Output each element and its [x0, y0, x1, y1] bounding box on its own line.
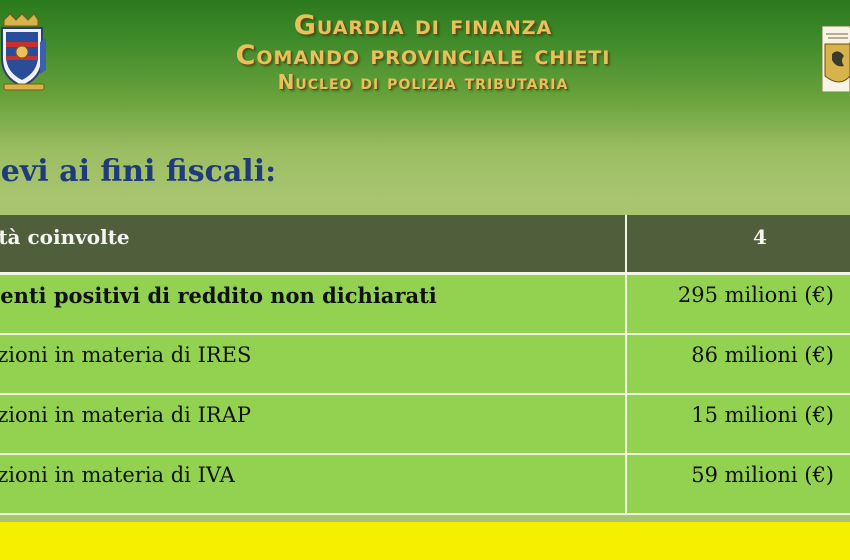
table-row-value-cell: 15 milioni (€) [629, 395, 850, 453]
table-row-label-cell: lazioni in materia di IRES [0, 335, 627, 393]
table-row-value-cell: 295 milioni (€) [629, 275, 850, 333]
table-row: lazioni in materia di IRAP 15 milioni (€… [0, 395, 850, 455]
table-header-value-cell: 4 [629, 215, 850, 272]
table-row-value-cell: 59 milioni (€) [629, 455, 850, 513]
table-header-label-cell: ietà coinvolte [0, 215, 627, 272]
guardia-di-finanza-crest-icon [1, 13, 46, 91]
table-row-label: lazioni in materia di IRAP [0, 403, 251, 427]
header-title-line-2: Comando provinciale chieti [235, 40, 611, 71]
comando-badge-icon [822, 26, 850, 92]
table-header-value: 4 [753, 225, 767, 249]
table-row-label: menti positivi di reddito non dichiarati [0, 283, 437, 308]
table-header-label: ietà coinvolte [0, 225, 130, 249]
table-row-value: 86 milioni (€) [691, 343, 834, 367]
header-title-line-3: Nucleo di polizia tributaria [277, 70, 569, 94]
footer-band [0, 522, 850, 560]
slide-header: Guardia di finanza Comando provinciale c… [0, 0, 850, 100]
table-row-label-cell: lazioni in materia di IVA [0, 455, 627, 513]
table-row-value: 59 milioni (€) [691, 463, 834, 487]
table-row-value: 15 milioni (€) [691, 403, 834, 427]
table-row-label-cell: lazioni in materia di IRAP [0, 395, 627, 453]
header-title-line-1: Guardia di finanza [293, 10, 553, 41]
table-row-label: lazioni in materia di IRES [0, 343, 252, 367]
table-row-label: lazioni in materia di IVA [0, 463, 235, 487]
table-header-row: ietà coinvolte 4 [0, 215, 850, 275]
table-row-value: 295 milioni (€) [677, 283, 834, 307]
table-row: lazioni in materia di IRES 86 milioni (€… [0, 335, 850, 395]
table-row: menti positivi di reddito non dichiarati… [0, 275, 850, 335]
table-row-value-cell: 86 milioni (€) [629, 335, 850, 393]
section-subtitle: lievi ai fini fiscali: [0, 154, 277, 189]
table-row-label-cell: menti positivi di reddito non dichiarati [0, 275, 627, 333]
fiscal-results-table: ietà coinvolte 4 menti positivi di reddi… [0, 215, 850, 515]
table-row: lazioni in materia di IVA 59 milioni (€) [0, 455, 850, 515]
